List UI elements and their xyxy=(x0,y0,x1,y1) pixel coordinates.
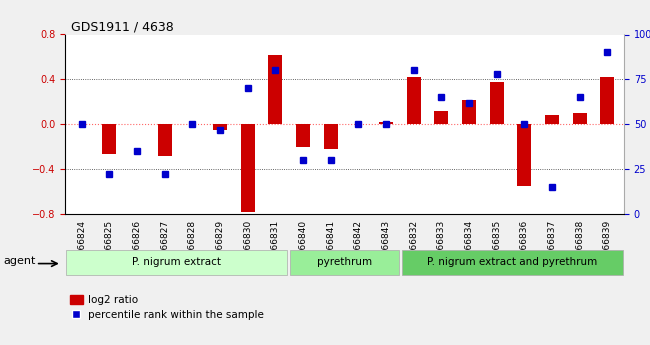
Bar xyxy=(379,122,393,124)
FancyBboxPatch shape xyxy=(66,250,287,275)
Bar xyxy=(601,77,614,124)
Bar xyxy=(490,81,504,124)
FancyBboxPatch shape xyxy=(290,250,399,275)
Legend: log2 ratio, percentile rank within the sample: log2 ratio, percentile rank within the s… xyxy=(70,295,264,319)
Text: P. nigrum extract: P. nigrum extract xyxy=(133,257,221,267)
Text: P. nigrum extract and pyrethrum: P. nigrum extract and pyrethrum xyxy=(427,257,597,267)
Text: pyrethrum: pyrethrum xyxy=(317,257,372,267)
Bar xyxy=(240,124,255,211)
Bar xyxy=(213,124,227,130)
Bar xyxy=(158,124,172,156)
Bar xyxy=(545,115,559,124)
Bar xyxy=(517,124,531,186)
Text: GDS1911 / 4638: GDS1911 / 4638 xyxy=(71,20,174,33)
Bar xyxy=(324,124,337,149)
Bar xyxy=(296,124,310,147)
Bar xyxy=(268,55,282,124)
FancyBboxPatch shape xyxy=(402,250,623,275)
Bar xyxy=(573,113,587,124)
Bar xyxy=(462,99,476,124)
Text: agent: agent xyxy=(3,256,36,266)
Bar xyxy=(407,77,421,124)
Bar xyxy=(434,111,448,124)
Bar xyxy=(102,124,116,155)
